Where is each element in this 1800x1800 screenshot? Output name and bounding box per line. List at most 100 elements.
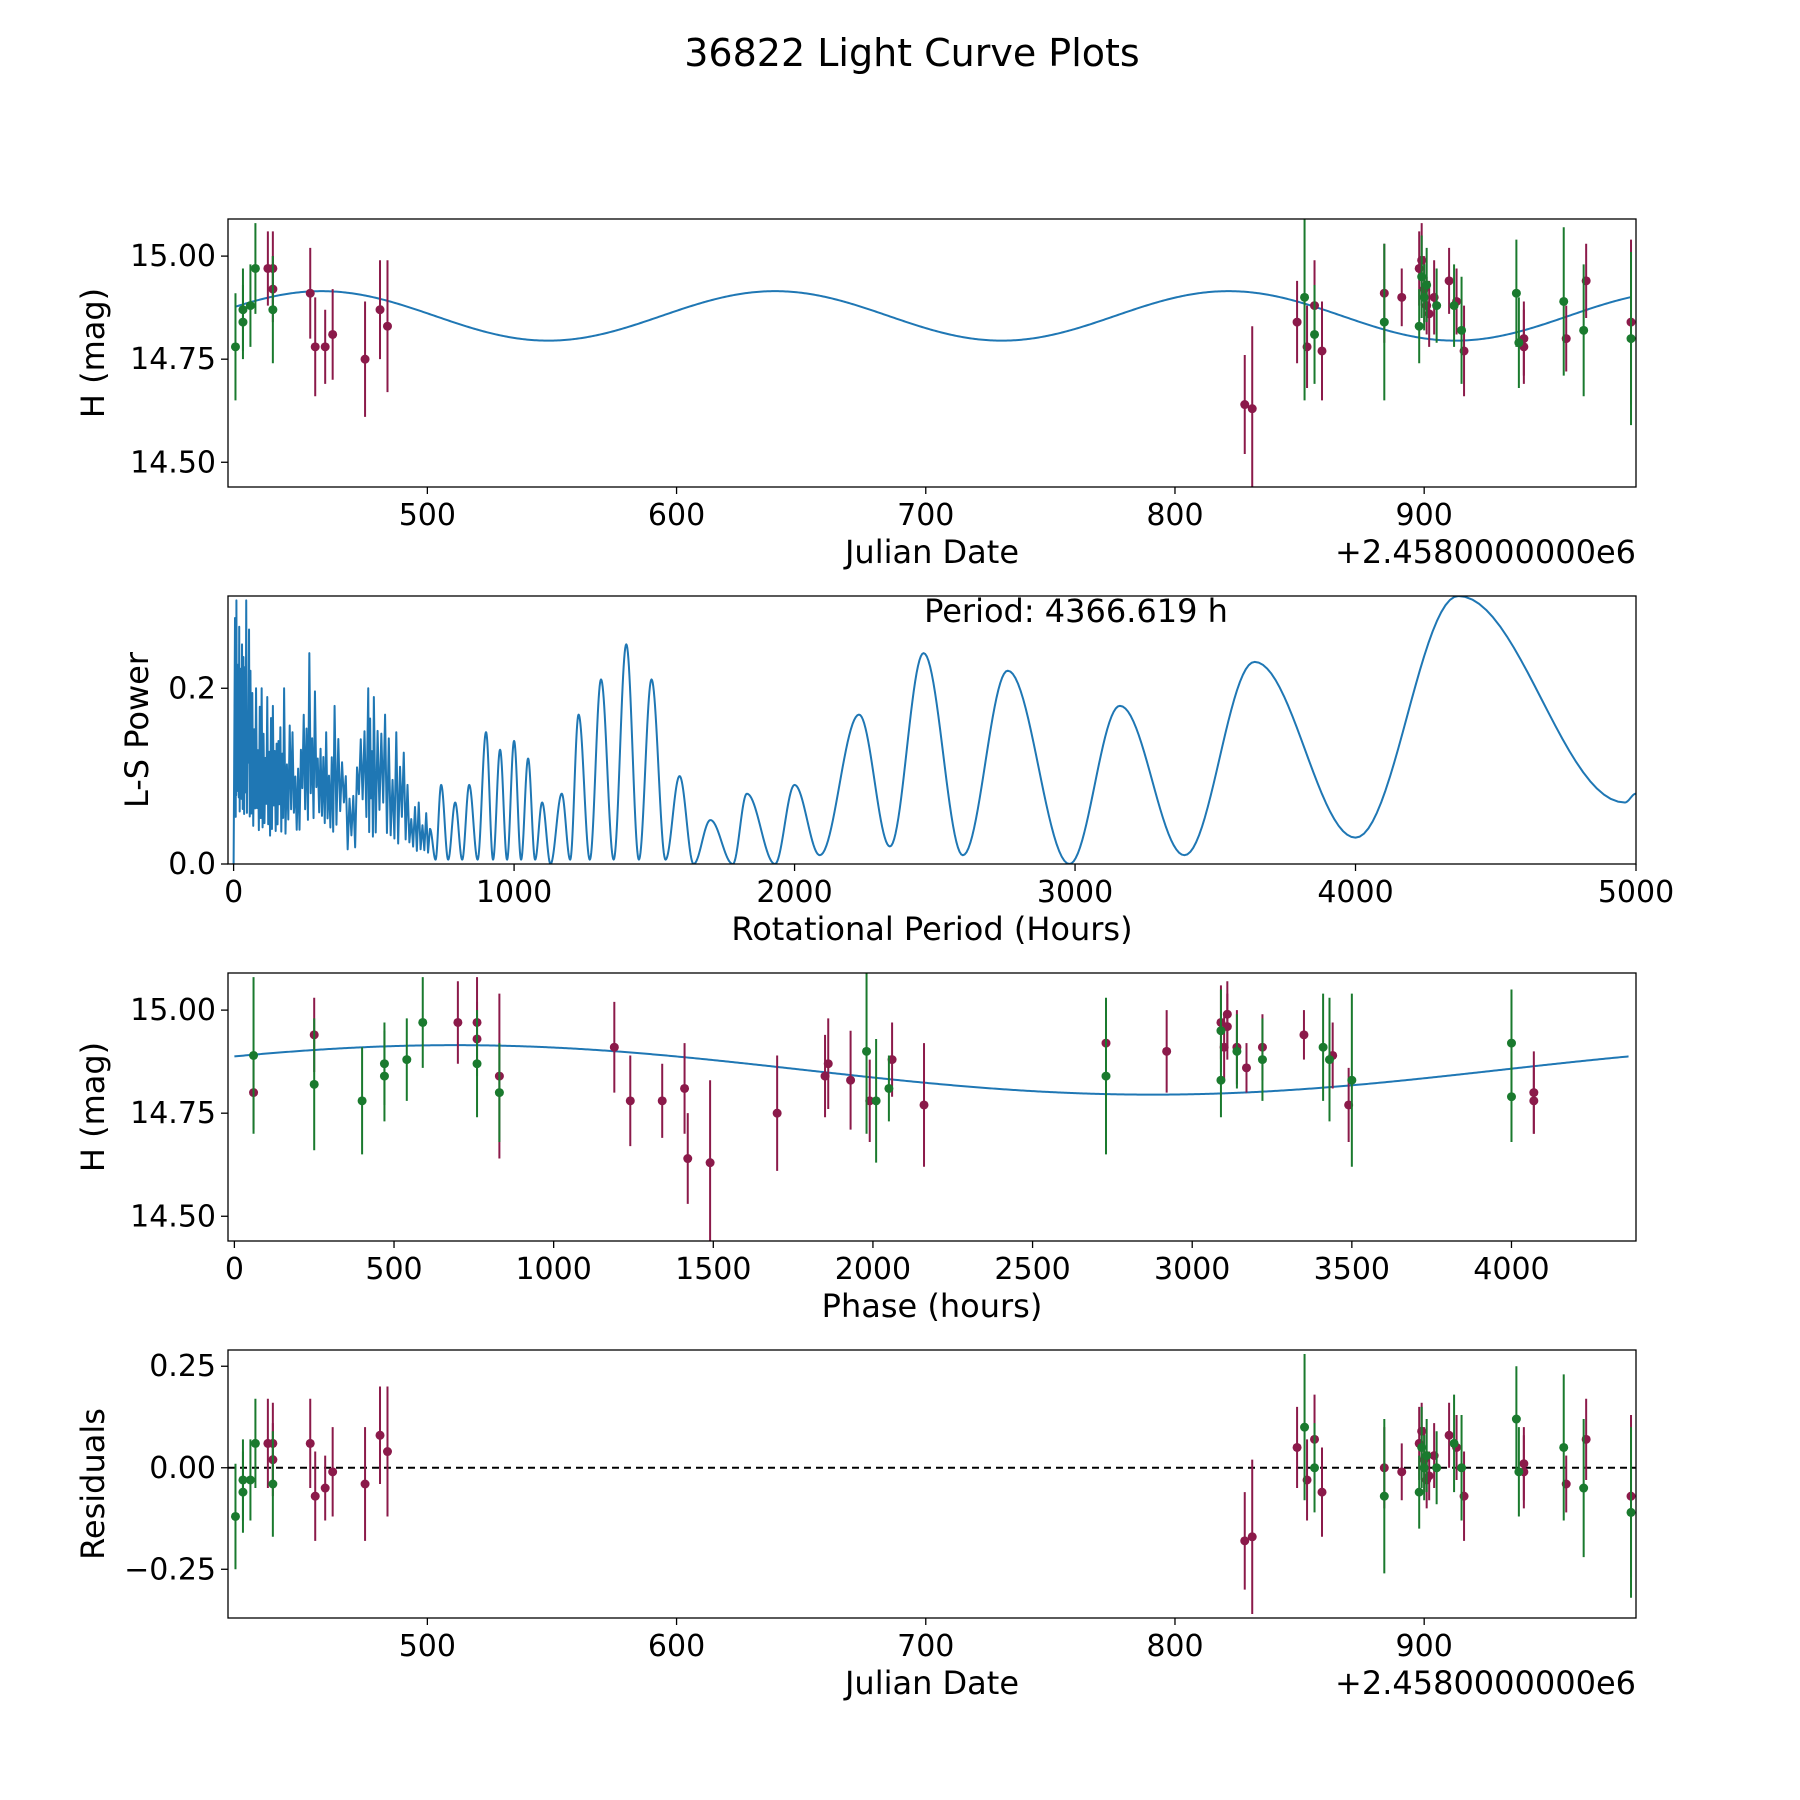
phased-data-point: [683, 1154, 693, 1164]
phased-data-point: [1324, 1055, 1334, 1065]
lightcurve-data-point: [230, 342, 240, 352]
lightcurve-data-point: [268, 305, 278, 315]
lightcurve-data-point: [1397, 292, 1407, 302]
lightcurve-data-point: [1292, 317, 1302, 327]
phased-ytick-label: 14.50: [130, 1199, 216, 1234]
lightcurve-xtick-label: 500: [399, 498, 456, 533]
periodogram-line: [232, 596, 1636, 864]
lightcurve-ytick-label: 14.75: [130, 342, 216, 377]
phased-data-point: [884, 1083, 894, 1093]
phased-xtick-label: 4000: [1473, 1252, 1549, 1287]
lightcurve-xtick-label: 700: [897, 498, 954, 533]
residuals-data-point: [1626, 1507, 1636, 1517]
lightcurve-data-point: [1379, 317, 1389, 327]
phased-data-point: [705, 1158, 715, 1168]
residuals-data-point: [1444, 1430, 1454, 1440]
periodogram-xlabel: Rotational Period (Hours): [731, 910, 1132, 948]
residuals-data-point: [250, 1438, 260, 1448]
periodogram-plot-area: 0 1000 2000 3000 4000 5000 0.0 0.2: [168, 595, 1674, 910]
residuals-axes-frame: [227, 1349, 1637, 1619]
phased-data-point: [1216, 1075, 1226, 1085]
phased-data-point: [609, 1042, 619, 1052]
phased-xtick-label: 0: [225, 1252, 244, 1287]
phased-data-point: [625, 1096, 635, 1106]
residuals-data-point: [1559, 1442, 1569, 1452]
phased-data-point: [402, 1055, 412, 1065]
residuals-data-point: [238, 1475, 248, 1485]
phased-xtick-label: 500: [365, 1252, 422, 1287]
phased-ytick-label: 14.75: [130, 1096, 216, 1131]
periodogram-xtick-label: 4000: [1317, 875, 1393, 910]
phased-data-point: [871, 1096, 881, 1106]
lightcurve-xlabel: Julian Date: [843, 533, 1019, 571]
periodogram-axes-frame: [227, 595, 1637, 865]
phased-data-point: [1529, 1096, 1539, 1106]
phased-plot-area: 0 500 1000 1500 2000 2500 3000 3500 4000 14.50 14.…: [130, 972, 1637, 1287]
residuals-data-point: [1317, 1487, 1327, 1497]
residuals-data-point: [305, 1438, 315, 1448]
lightcurve-data-point: [1511, 288, 1521, 298]
lightcurve-plot-area: 500 600 700 800 900 14.50 14.75 15.00: [130, 218, 1637, 533]
residuals-data-point: [268, 1479, 278, 1489]
lightcurve-model-curve: [235, 290, 1632, 342]
lightcurve-data-point: [320, 342, 330, 352]
phased-xtick-label: 2500: [994, 1252, 1070, 1287]
phased-data-point: [494, 1088, 504, 1098]
phased-xtick-label: 3500: [1314, 1252, 1390, 1287]
residuals-data-point: [382, 1447, 392, 1457]
phased-xtick-label: 3000: [1154, 1252, 1230, 1287]
phased-data-point: [1506, 1092, 1516, 1102]
lightcurve-axes-frame: [227, 218, 1637, 488]
residuals-ytick-label: 0.00: [149, 1451, 216, 1486]
phased-data-point: [1101, 1071, 1111, 1081]
phased-axes-frame: [227, 972, 1637, 1242]
phased-data-point: [249, 1050, 259, 1060]
phased-xtick-label: 2000: [835, 1252, 911, 1287]
residuals-data-point: [1247, 1532, 1257, 1542]
phased-data-point: [1506, 1038, 1516, 1048]
lightcurve-offset-label: +2.4580000000e6: [1335, 533, 1636, 571]
phased-data-point: [379, 1071, 389, 1081]
phased-panel: 0 500 1000 1500 2000 2500 3000 3500 4000 14.50 14.…: [74, 972, 1637, 1325]
lightcurve-ylabel: H (mag): [74, 288, 112, 418]
phased-data-point: [453, 1017, 463, 1027]
lightcurve-data-point: [1444, 276, 1454, 286]
residuals-panel: 500 600 700 800 900 −0.25 0.00 0.25 Julian Date…: [74, 1349, 1637, 1702]
residuals-data-point: [230, 1511, 240, 1521]
residuals-data-point: [1379, 1491, 1389, 1501]
phased-xtick-label: 1000: [515, 1252, 591, 1287]
residuals-data-point: [328, 1467, 338, 1477]
phased-data-point: [680, 1083, 690, 1093]
phased-data-point: [1222, 1009, 1232, 1019]
phased-data-point: [1347, 1075, 1357, 1085]
lightcurve-data-point: [305, 288, 315, 298]
residuals-data-point: [245, 1475, 255, 1485]
phased-xtick-label: 1500: [675, 1252, 751, 1287]
phased-data-point: [1232, 1046, 1242, 1056]
periodogram-xtick-label: 2000: [756, 875, 832, 910]
periodogram-xtick-label: 5000: [1598, 875, 1674, 910]
phased-data-point: [1241, 1063, 1251, 1073]
figure-title: 36822 Light Curve Plots: [684, 31, 1139, 75]
residuals-data-point: [375, 1430, 385, 1440]
period-annotation: Period: 4366.619 h: [924, 592, 1228, 630]
residuals-data-layer: [228, 1354, 1636, 1614]
residuals-plot-area: 500 600 700 800 900 −0.25 0.00 0.25: [124, 1349, 1637, 1664]
phased-data-point: [846, 1075, 856, 1085]
lightcurve-data-point: [382, 321, 392, 331]
phased-data-point: [1216, 1026, 1226, 1036]
lightcurve-xtick-label: 800: [1146, 498, 1203, 533]
phased-data-point: [919, 1100, 929, 1110]
residuals-data-point: [1422, 1451, 1432, 1461]
phased-data-point: [772, 1108, 782, 1118]
phased-data-point: [1318, 1042, 1328, 1052]
lightcurve-data-point: [1457, 325, 1467, 335]
lightcurve-xtick-label: 600: [648, 498, 705, 533]
phased-xlabel: Phase (hours): [822, 1287, 1043, 1325]
periodogram-panel: 0 1000 2000 3000 4000 5000 0.0 0.2 Rotational P…: [118, 592, 1674, 948]
residuals-data-point: [1579, 1483, 1589, 1493]
residuals-data-point: [320, 1483, 330, 1493]
lightcurve-data-point: [1514, 338, 1524, 348]
lightcurve-data-point: [310, 342, 320, 352]
